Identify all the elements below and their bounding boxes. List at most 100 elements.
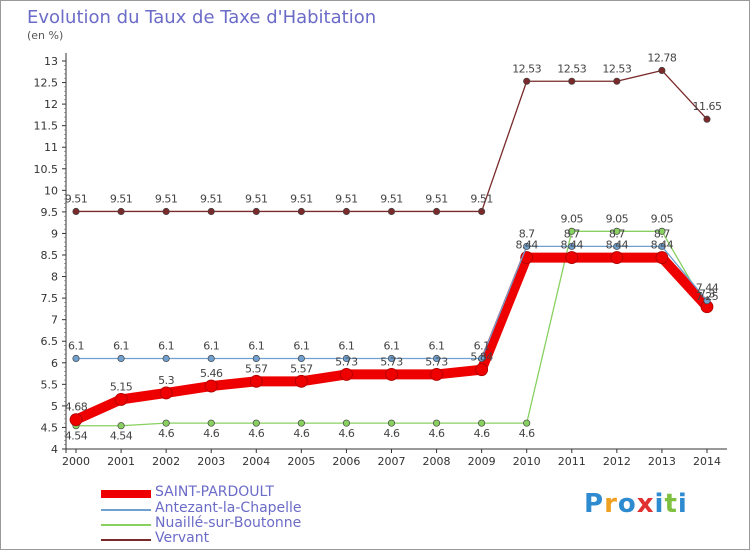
data-label: 9.51 <box>65 192 88 205</box>
data-label: 12.78 <box>647 51 676 64</box>
x-tick-label: 2009 <box>468 455 496 468</box>
data-point <box>433 354 441 363</box>
data-point <box>613 227 621 235</box>
legend-label: Nuaillé-sur-Boutonne <box>155 515 302 531</box>
data-label: 9.05 <box>561 212 584 225</box>
data-point <box>252 419 260 427</box>
data-label: 4.6 <box>293 427 309 440</box>
data-point <box>294 374 308 388</box>
data-label: 9.05 <box>651 212 674 225</box>
series-line-Vervant <box>76 69 708 213</box>
data-point <box>162 207 170 216</box>
x-tick-label: 2002 <box>152 455 180 468</box>
legend-label: SAINT-PARDOULT <box>155 484 274 500</box>
data-label: 9.51 <box>245 192 268 205</box>
x-tick-label: 2011 <box>558 455 586 468</box>
y-tick-label: 8.5 <box>41 249 59 262</box>
data-point <box>433 207 441 216</box>
data-point <box>207 207 215 216</box>
data-point <box>523 77 531 85</box>
data-label: 12.53 <box>557 62 586 75</box>
data-label: 12.53 <box>512 62 541 75</box>
data-label: 4.6 <box>519 427 535 440</box>
data-point <box>117 422 125 430</box>
logo-letter: r <box>604 489 618 519</box>
data-point <box>385 368 398 381</box>
y-tick-label: 13 <box>44 55 58 68</box>
data-point <box>658 66 666 75</box>
y-tick-label: 10 <box>44 184 58 197</box>
data-point <box>252 207 260 216</box>
y-tick-label: 6.5 <box>41 335 59 348</box>
legend-label: Vervant <box>155 530 210 546</box>
x-tick-label: 2012 <box>603 455 631 468</box>
data-label: 6.1 <box>429 339 445 352</box>
data-label: 4.6 <box>383 427 399 440</box>
data-label: 5.73 <box>380 355 403 368</box>
data-point <box>478 207 486 216</box>
data-label: 6.1 <box>474 339 490 352</box>
data-label: 6.1 <box>248 339 264 352</box>
data-label: 8.44 <box>515 239 538 252</box>
data-point <box>342 419 350 427</box>
y-tick-label: 4 <box>51 443 58 456</box>
data-label: 9.51 <box>155 192 178 205</box>
data-point <box>297 207 305 216</box>
data-label: 6.1 <box>383 339 399 352</box>
data-point <box>613 77 621 85</box>
x-tick-label: 2013 <box>648 455 676 468</box>
data-point <box>159 386 173 400</box>
data-label: 7.44 <box>696 282 719 295</box>
chart-title: Evolution du Taux de Taxe d'Habitation <box>27 7 377 28</box>
data-point <box>162 354 170 363</box>
data-point <box>162 419 170 427</box>
data-point <box>117 354 125 363</box>
data-point <box>297 419 305 427</box>
data-point <box>568 242 576 250</box>
logo-letter: o <box>617 489 637 519</box>
data-label: 5.15 <box>110 380 133 393</box>
x-tick-label: 2014 <box>693 455 721 468</box>
data-label: 9.51 <box>425 192 448 205</box>
data-label: 5.84 <box>470 351 493 364</box>
legend-swatch <box>101 539 151 541</box>
data-point <box>433 419 441 427</box>
data-point <box>523 419 531 427</box>
data-point <box>658 242 666 250</box>
data-point <box>658 227 666 235</box>
y-tick-label: 12 <box>44 98 58 111</box>
data-point <box>72 207 80 216</box>
data-point <box>478 419 486 427</box>
y-tick-label: 4.5 <box>41 421 59 434</box>
data-label: 8.44 <box>606 239 629 252</box>
data-label: 5.46 <box>200 367 223 380</box>
data-point <box>565 251 579 264</box>
data-label: 9.51 <box>335 192 358 205</box>
data-point <box>252 354 260 363</box>
chart-unit-label: (en %) <box>27 29 64 42</box>
data-label: 5.73 <box>425 355 448 368</box>
legend-label: Antezant-la-Chapelle <box>155 500 302 516</box>
data-point <box>117 207 125 216</box>
data-label: 9.05 <box>606 212 629 225</box>
data-label: 4.6 <box>158 427 174 440</box>
data-label: 9.51 <box>200 192 223 205</box>
data-label: 9.51 <box>110 192 133 205</box>
data-label: 8.7 <box>519 227 535 240</box>
x-tick-label: 2005 <box>287 455 315 468</box>
y-tick-label: 11.5 <box>34 120 59 133</box>
data-point <box>613 242 621 250</box>
x-tick-label: 2008 <box>423 455 451 468</box>
data-point <box>249 374 263 388</box>
data-label: 5.3 <box>158 374 174 387</box>
legend-swatch <box>101 509 151 511</box>
y-tick-label: 6 <box>51 357 58 370</box>
data-point <box>475 363 489 377</box>
data-label: 4.68 <box>65 401 88 414</box>
y-tick-label: 5 <box>51 400 58 413</box>
data-point <box>703 115 711 123</box>
data-label: 5.57 <box>245 362 268 375</box>
logo-letter: t <box>664 489 678 519</box>
x-tick-label: 2007 <box>377 455 405 468</box>
